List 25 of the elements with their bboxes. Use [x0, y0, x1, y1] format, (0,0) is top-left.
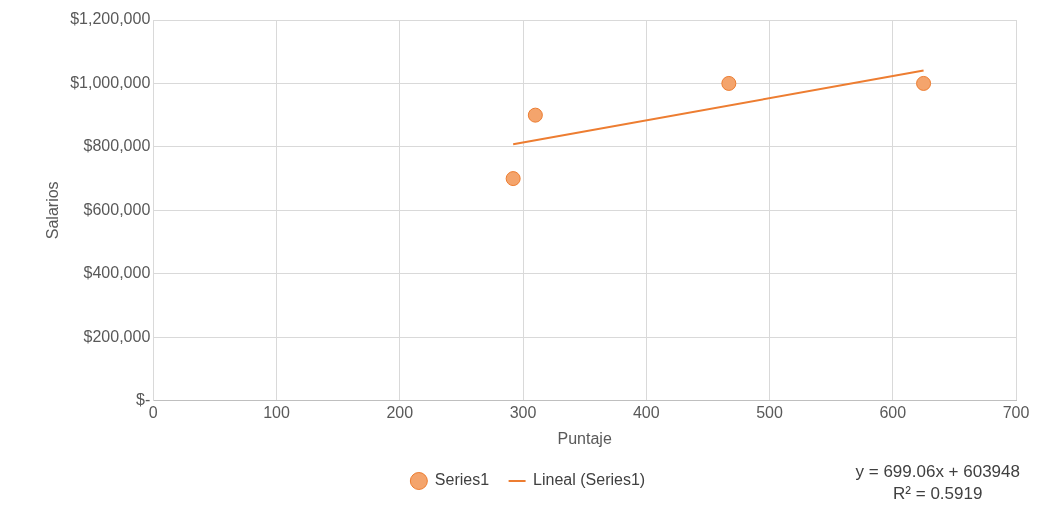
y-tick-label: $1,000,000	[70, 73, 151, 91]
y-tick-label: $1,200,000	[70, 10, 151, 28]
y-tick-label: $800,000	[83, 137, 151, 155]
y-axis-title: Salarios	[44, 181, 62, 240]
x-tick-label: 200	[386, 403, 414, 421]
point	[721, 75, 737, 91]
x-axis-title: Puntaje	[557, 429, 612, 447]
x-tick-label: 600	[879, 403, 907, 421]
legend-label: Lineal (Series1)	[533, 471, 646, 489]
x-tick-label: 700	[1002, 403, 1030, 421]
x-tick-label: 500	[756, 403, 783, 421]
x-tick-label: 400	[632, 403, 660, 421]
point	[916, 75, 932, 91]
point	[505, 171, 521, 187]
y-tick-label: $200,000	[83, 327, 151, 345]
x-tick-label: 0	[148, 403, 158, 421]
x-tick-label: 100	[263, 403, 290, 421]
y-tick-label: $-	[136, 391, 151, 409]
y-tick-label: $600,000	[83, 200, 151, 218]
legend-label: Series1	[434, 471, 490, 489]
point	[527, 107, 543, 123]
y-tick-label: $400,000	[83, 264, 151, 282]
text: R² = 0.5919	[892, 483, 984, 505]
text: y = 699.06x + 603948	[855, 461, 1020, 483]
x-tick-label: 300	[509, 403, 537, 421]
